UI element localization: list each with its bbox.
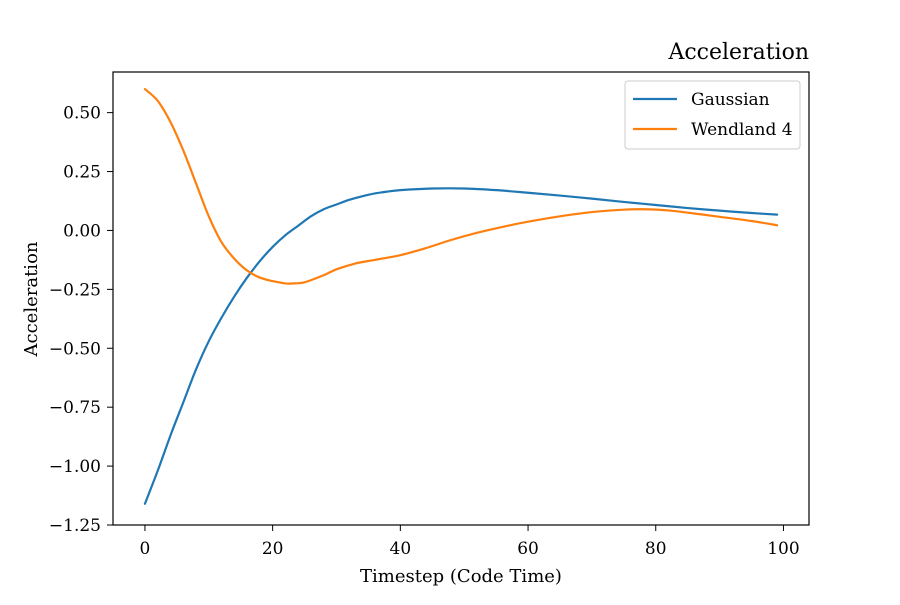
- plot-frame: [112, 71, 810, 526]
- y-axis: −1.25 −1.00 −0.75 −0.50 −0.25 0.00 0.25 0.50: [49, 104, 113, 536]
- x-tick-label: 0: [140, 539, 151, 559]
- chart-title: Acceleration: [667, 40, 809, 65]
- y-tick-label: 0.50: [63, 104, 101, 124]
- x-tick-label: 100: [767, 539, 799, 559]
- x-tick-label: 60: [517, 539, 539, 559]
- y-tick-label: 0.25: [63, 163, 101, 183]
- legend: Gaussian Wendland 4: [624, 80, 801, 150]
- x-axis-label: Timestep (Code Time): [360, 566, 562, 587]
- x-axis: 0 20 40 60 80 100: [140, 525, 800, 559]
- y-axis-label: Acceleration: [21, 241, 42, 357]
- legend-label-wendland-4: Wendland 4: [691, 120, 793, 140]
- series-line-wendland-4: [143, 87, 779, 285]
- x-tick-label: 80: [645, 539, 667, 559]
- y-tick-label: −0.50: [49, 339, 101, 359]
- y-tick-label: −0.75: [49, 398, 101, 418]
- series-line-gaussian: [143, 187, 779, 505]
- y-tick-label: 0.00: [63, 221, 101, 241]
- legend-label-gaussian: Gaussian: [691, 90, 770, 110]
- series-layer: [143, 87, 779, 505]
- x-tick-label: 20: [262, 539, 284, 559]
- y-tick-label: −0.25: [49, 280, 101, 300]
- y-tick-label: −1.00: [49, 457, 101, 477]
- x-tick-label: 40: [390, 539, 412, 559]
- y-tick-label: −1.25: [49, 516, 101, 536]
